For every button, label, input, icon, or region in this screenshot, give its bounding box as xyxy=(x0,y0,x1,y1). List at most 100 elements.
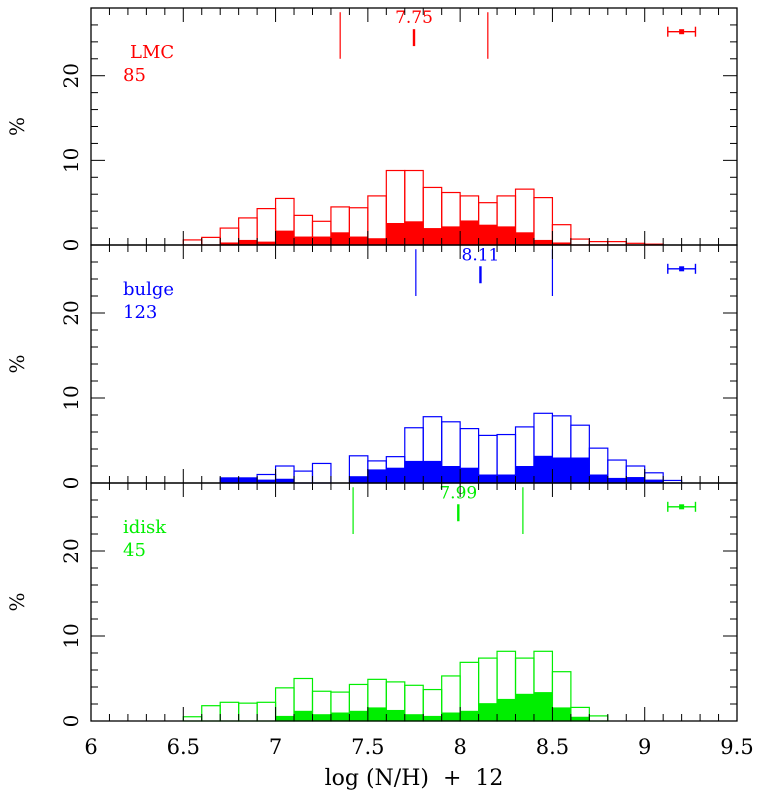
bulge-filled-bar xyxy=(515,466,534,483)
LMC-filled-bar xyxy=(367,238,387,245)
bulge-y-axis-label: % xyxy=(5,354,29,373)
x-tick-label: 6.5 xyxy=(167,735,200,759)
bulge-filled-bar xyxy=(552,457,571,483)
idisk-filled-bar xyxy=(478,703,498,721)
x-tick-label: 9.5 xyxy=(720,735,753,759)
x-tick-label: 6 xyxy=(84,735,97,759)
LMC-error-bar-point xyxy=(679,29,685,35)
LMC-filled-bar xyxy=(460,220,479,245)
idisk-error-bar-point xyxy=(679,504,685,510)
LMC-filled-bar xyxy=(515,232,534,245)
LMC-histogram-bar xyxy=(551,224,572,246)
idisk-histogram-bar xyxy=(588,715,609,722)
y-tick-label: 10 xyxy=(59,148,83,173)
y-tick-label: 0 xyxy=(59,715,83,728)
y-tick-label: 10 xyxy=(59,385,83,410)
LMC-histogram-bar xyxy=(570,238,590,246)
idisk-filled-bar xyxy=(515,693,534,721)
bulge-sample-count: 123 xyxy=(123,302,157,323)
LMC-filled-bar xyxy=(330,232,350,245)
bulge-error-bar-point xyxy=(679,266,685,272)
y-tick-label: 20 xyxy=(59,300,83,325)
LMC-filled-bar xyxy=(497,226,516,245)
idisk-filled-bar xyxy=(367,707,387,721)
bulge-filled-bar xyxy=(589,474,608,483)
LMC-filled-bar xyxy=(533,239,553,245)
LMC-histogram-bar xyxy=(256,208,277,246)
LMC-filled-bar xyxy=(552,242,571,245)
idisk-sample-count: 45 xyxy=(123,540,146,561)
bulge-filled-bar xyxy=(478,474,498,483)
x-axis-label: log (N/H) + 12 xyxy=(325,766,504,791)
bulge-panel-name: bulge xyxy=(123,279,174,300)
bulge-histogram-bar xyxy=(311,462,332,484)
idisk-filled-bar xyxy=(330,712,350,721)
idisk-filled-bar xyxy=(386,709,405,721)
idisk-filled-bar xyxy=(349,710,368,721)
LMC-filled-bar xyxy=(423,228,442,245)
x-tick-label: 9 xyxy=(638,735,651,759)
x-tick-label: 7.5 xyxy=(351,735,384,759)
bulge-filled-bar xyxy=(275,478,295,483)
bulge-filled-bar xyxy=(607,477,627,483)
bulge-filled-bar xyxy=(441,466,461,483)
y-tick-label: 0 xyxy=(59,477,83,490)
bulge-panel-frame xyxy=(90,244,738,484)
bulge-filled-bar xyxy=(238,477,258,483)
idisk-filled-bar xyxy=(533,692,553,721)
idisk-panel-name: idisk xyxy=(123,517,167,538)
idisk-filled-bar xyxy=(497,698,516,721)
idisk-filled-bar xyxy=(404,714,424,721)
y-tick-label: 10 xyxy=(59,623,83,648)
LMC-filled-bar xyxy=(404,221,424,245)
idisk-histogram-bar xyxy=(201,705,221,722)
bulge-median-label: 8.11 xyxy=(462,245,500,265)
LMC-sample-count: 85 xyxy=(123,65,146,86)
bulge-filled-bar xyxy=(386,467,405,483)
idisk-median-label: 7.99 xyxy=(439,483,477,503)
bulge-filled-bar xyxy=(644,479,664,483)
LMC-filled-bar xyxy=(257,241,276,245)
bulge-filled-bar xyxy=(497,474,516,483)
y-tick-label: 20 xyxy=(59,63,83,88)
y-tick-label: 0 xyxy=(59,239,83,252)
idisk-filled-bar xyxy=(460,710,479,721)
LMC-filled-bar xyxy=(386,222,405,245)
LMC-histogram-bar xyxy=(182,239,203,246)
idisk-filled-bar xyxy=(294,710,313,721)
bulge-filled-bar xyxy=(404,460,424,483)
idisk-filled-bar xyxy=(312,714,331,721)
idisk-filled-bar xyxy=(423,715,442,721)
bulge-filled-bar xyxy=(626,477,645,483)
idisk-histogram-bar xyxy=(256,701,277,722)
bulge-filled-bar xyxy=(220,477,239,483)
bulge-filled-bar xyxy=(423,460,442,483)
LMC-histogram-bar xyxy=(367,195,387,246)
x-tick-label: 8 xyxy=(453,735,466,759)
bulge-histogram-bar xyxy=(293,470,314,484)
bulge-filled-bar xyxy=(257,479,276,483)
LMC-histogram-bar xyxy=(533,197,554,246)
bulge-filled-bar xyxy=(367,469,387,483)
x-tick-label: 7 xyxy=(269,735,282,759)
idisk-filled-bar xyxy=(441,712,461,721)
LMC-filled-bar xyxy=(441,226,461,245)
LMC-filled-bar xyxy=(275,230,295,245)
LMC-y-axis-label: % xyxy=(5,117,29,136)
bulge-filled-bar xyxy=(570,457,590,483)
idisk-filled-bar xyxy=(570,716,590,721)
LMC-filled-bar xyxy=(349,236,368,245)
idisk-histogram-bar xyxy=(219,701,240,722)
idisk-panel-frame xyxy=(90,482,738,722)
LMC-median-label: 7.75 xyxy=(395,8,433,28)
bulge-filled-bar xyxy=(533,455,553,483)
idisk-y-axis-label: % xyxy=(5,592,29,611)
y-tick-label: 20 xyxy=(59,538,83,563)
LMC-filled-bar xyxy=(220,242,239,245)
bulge-filled-bar xyxy=(349,476,368,483)
bulge-filled-bar xyxy=(460,467,479,483)
